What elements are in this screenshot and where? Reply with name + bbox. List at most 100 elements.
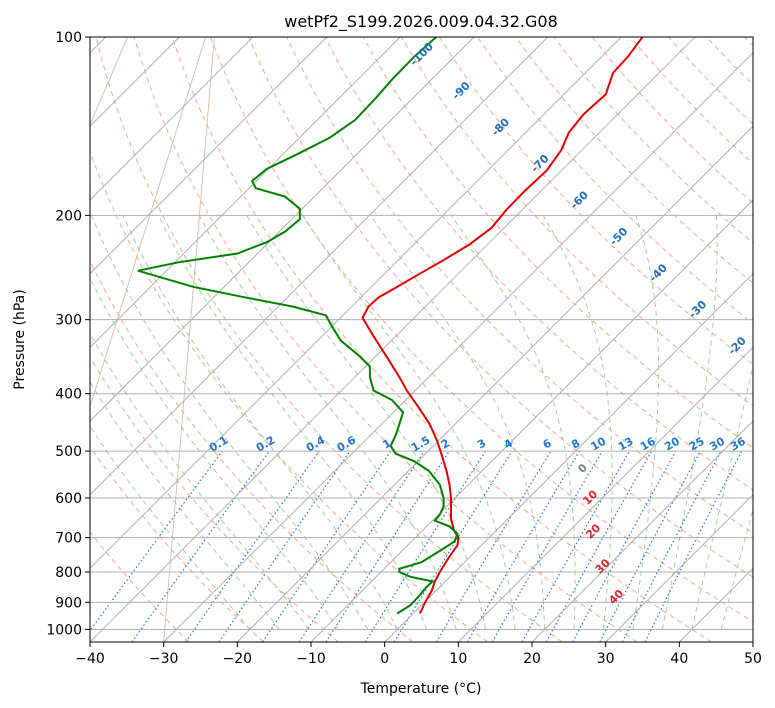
x-axis: −40 −30 −20 −10 0 10 20 30 40 50 <box>75 642 762 667</box>
dry-adiabat-line <box>400 37 753 407</box>
mixing-ratio-line <box>545 450 653 642</box>
mixing-ratio-line <box>599 450 702 642</box>
isotherm-line <box>90 37 549 496</box>
dry-adiabats <box>90 37 753 642</box>
mixing-ratio-line <box>90 450 223 632</box>
y-axis-label: Pressure (hPa) <box>12 289 28 389</box>
mixing-ratio-line <box>218 450 351 642</box>
isotherm-line <box>531 420 753 642</box>
isotherm-line <box>90 37 696 642</box>
mixing-ratio-label: 6 <box>541 436 554 451</box>
dry-adiabat-line <box>438 37 753 366</box>
isotherm-line <box>90 37 622 570</box>
isotherm-line <box>90 37 401 349</box>
moist-adiabat-line <box>90 425 251 630</box>
isotherm-line <box>90 37 254 201</box>
temperature-profile-line <box>361 37 644 614</box>
moist-adiabat-line <box>720 507 753 630</box>
isotherm-line <box>310 199 753 642</box>
x-tick-label: −20 <box>223 651 253 667</box>
x-tick-label: 30 <box>597 651 615 667</box>
isotherm-line <box>457 346 753 642</box>
x-tick-label: −30 <box>149 651 179 667</box>
isotherm-line <box>90 37 328 275</box>
x-tick-label: −10 <box>296 651 326 667</box>
dry-adiabat-label: -70 <box>528 152 551 175</box>
mixing-ratio-line <box>185 450 320 642</box>
y-tick-label: 900 <box>55 595 82 611</box>
dry-adiabat-label: -80 <box>489 115 512 138</box>
moist-adiabat-line <box>632 215 660 630</box>
dry-adiabat-line <box>668 37 753 125</box>
mixing-ratio-line <box>131 450 270 642</box>
dry-adiabat-line <box>744 37 753 47</box>
dry-adiabat-label: -10 <box>765 370 775 393</box>
mixing-ratio-line <box>466 450 580 642</box>
x-tick-label: 10 <box>449 651 467 667</box>
moist-adiabat-label: 30 <box>593 556 613 576</box>
mixing-ratio-line <box>435 450 552 642</box>
moist-adiabat-line <box>90 332 310 630</box>
moist-adiabat-line <box>90 276 339 630</box>
dry-adiabat-line <box>90 445 264 642</box>
isobar-grid <box>90 37 753 630</box>
curved-reference-line <box>163 37 215 642</box>
x-tick-label: 40 <box>670 651 688 667</box>
moist-adiabat-line <box>246 215 487 630</box>
mixing-ratio-label: 3 <box>475 437 488 452</box>
mixing-ratio-label: 8 <box>569 437 582 452</box>
x-tick-label: 20 <box>523 651 541 667</box>
mixing-ratio-line <box>298 450 425 642</box>
moist-adiabat-label: 10 <box>580 487 600 507</box>
mixing-ratio-lines <box>90 450 743 642</box>
dry-adiabat-line <box>210 37 753 623</box>
y-tick-label: 800 <box>55 565 82 581</box>
x-tick-label: 50 <box>744 651 762 667</box>
isotherm-line <box>678 567 753 642</box>
moist-adiabat-line <box>661 215 718 630</box>
dry-adiabat-line <box>90 531 190 642</box>
moist-adiabat-line <box>542 215 613 630</box>
isotherm-grid <box>90 37 753 642</box>
moist-adiabat-label: 0 <box>575 461 590 476</box>
y-tick-label: 1000 <box>46 622 82 638</box>
moist-adiabat-label: 40 <box>606 587 626 607</box>
y-axis: 100 200 300 400 500 600 700 800 900 1000 <box>46 30 90 638</box>
dry-adiabat-line <box>90 150 488 642</box>
dry-adiabat-line <box>248 37 753 578</box>
plot-frame <box>89 36 754 643</box>
dry-adiabat-line <box>90 259 414 642</box>
y-tick-label: 100 <box>55 30 82 46</box>
isotherm-line <box>236 125 753 642</box>
y-tick-label: 600 <box>55 491 82 507</box>
y-tick-label: 700 <box>55 531 82 547</box>
dry-adiabat-label: -20 <box>726 334 749 357</box>
series-lines <box>137 37 644 615</box>
x-axis-label: Temperature (°C) <box>360 681 482 697</box>
x-tick-label: 0 <box>380 651 389 667</box>
y-tick-label: 300 <box>55 313 82 329</box>
isotherm-line <box>752 641 753 642</box>
mixing-ratio-line <box>572 450 677 642</box>
dry-adiabat-label: -40 <box>647 261 670 284</box>
dry-adiabat-line <box>90 356 339 642</box>
mixing-ratio-line <box>521 450 631 642</box>
moist-adiabat-line <box>157 215 428 630</box>
isotherm-line <box>384 272 753 642</box>
y-tick-label: 500 <box>55 444 82 460</box>
moist-adiabat-line <box>370 215 546 630</box>
moist-adiabat-line <box>691 363 753 630</box>
mixing-ratio-line <box>393 450 513 642</box>
dry-adiabat-label: -60 <box>568 188 591 211</box>
dry-adiabat-line <box>591 37 753 204</box>
dry-adiabat-line <box>477 37 753 325</box>
curved-reference-lines <box>90 37 215 642</box>
y-tick-label: 400 <box>55 387 82 403</box>
mixing-ratio-line <box>262 450 392 642</box>
x-tick-label: −40 <box>75 651 105 667</box>
isotherm-line <box>605 493 753 642</box>
moist-adiabat-line <box>90 381 280 630</box>
mixing-ratio-line <box>325 450 450 642</box>
y-tick-label: 200 <box>55 208 82 224</box>
